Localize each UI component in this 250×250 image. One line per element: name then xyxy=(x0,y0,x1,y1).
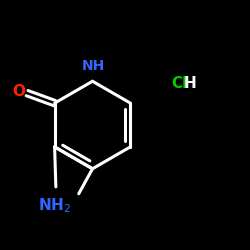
Text: NH$_2$: NH$_2$ xyxy=(38,196,71,215)
Text: Cl: Cl xyxy=(171,76,188,91)
Text: H: H xyxy=(184,76,196,91)
Text: NH: NH xyxy=(82,59,104,73)
Text: O: O xyxy=(12,84,26,99)
